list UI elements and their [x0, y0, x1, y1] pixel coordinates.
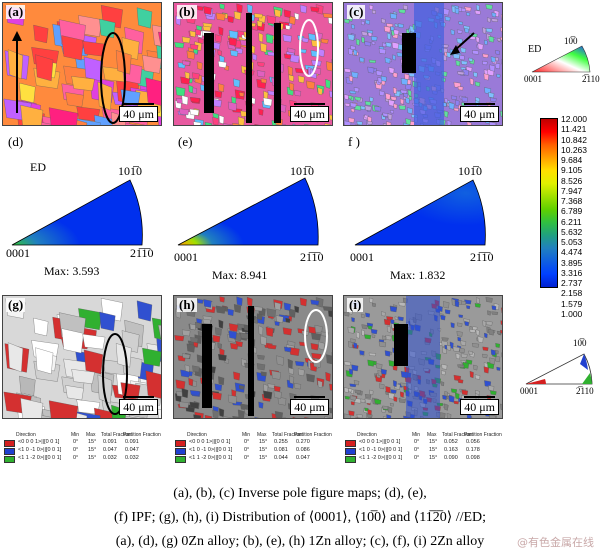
key-top-label: 10̅0: [564, 36, 578, 46]
scale-bar-i: 40 μm: [460, 396, 499, 415]
panel-label-f: f ): [348, 134, 360, 149]
grain-map-g: [3, 296, 161, 418]
panel-label-e: (e): [178, 134, 193, 149]
panel-label-g: (g): [6, 297, 26, 312]
table-row: <1 0 -1 0>||[0 0 1] 0° 15° 0.047 0.047: [4, 447, 151, 455]
scale-bar-c: 40 μm: [460, 103, 499, 122]
legend-swatch: [345, 456, 356, 463]
ipf-e-top-label: 101̅0: [290, 164, 314, 178]
grain-map-i: [344, 296, 502, 418]
scale-bar-h: 40 μm: [290, 396, 329, 415]
colorbar-tick-label: 5.632: [561, 226, 583, 237]
ipf-f-max: Max: 1.832: [390, 268, 446, 282]
table-row: <1 1 -2 0>||[0 0 1] 0° 15° 0.044 0.047: [175, 455, 322, 463]
watermark: @有色金属在线: [517, 536, 594, 549]
ipf-e-max: Max: 8.941: [212, 268, 268, 282]
colorbar-tick-label: 4.474: [561, 247, 583, 258]
colorbar-tick-label: 10.842: [561, 134, 587, 145]
ipf-d-right-label: 21̅1̅0: [130, 246, 154, 260]
ipf-intensity-plots: [11, 177, 486, 246]
caption-line-1: (a), (b), (c) Inverse pole figure maps; …: [173, 486, 427, 501]
table-row: <1 1 -2 0>||[0 0 1] 0° 15° 0.090 0.098: [345, 455, 492, 463]
colorbar-tick-label: 6.211: [561, 216, 582, 227]
key-right-label: 2̅110: [582, 74, 600, 84]
table-header: Direction Min Max Total Fraction Partition F…: [187, 432, 332, 438]
table-row: <0 0 0 1>||[0 0 1] 0° 15° 0.255 0.270: [175, 439, 322, 447]
caption-line-3: (a), (d), (g) 0Zn alloy; (b), (e), (h) 1…: [115, 534, 485, 549]
colorbar-tick-label: 1.000: [561, 308, 583, 319]
colorbar-tick-label: 9.105: [561, 165, 583, 176]
caption-line-2: (f) IPF; (g), (h), (i) Distribution of ⟨…: [113, 510, 487, 525]
colorbar-tick-label: 8.526: [561, 175, 583, 186]
ipf-d-ed-label: ED: [30, 160, 46, 174]
bottom-key-left-label: 0001: [520, 386, 538, 396]
legend-swatch: [175, 448, 186, 455]
ipf-e-left-label: 0001: [174, 250, 198, 264]
table-row: <1 0 -1 0>||[0 0 1] 0° 15° 0.081 0.086: [175, 447, 322, 455]
colorbar-tick-label: 7.947: [561, 185, 583, 196]
colorbar-tick-label: 9.684: [561, 155, 583, 165]
legend-swatch: [4, 448, 15, 455]
colorbar-tick-label: 10.263: [561, 144, 587, 155]
texture-table-g: Direction Min Max Total Fraction Partition F…: [4, 432, 161, 463]
texture-map-h: (h) 40 μm: [173, 295, 333, 419]
scale-bar-g: 40 μm: [119, 396, 158, 415]
colorbar-tick-label: 6.789: [561, 206, 583, 217]
key-ed-label: ED: [528, 44, 542, 55]
table-header: Direction Min Max Total Fraction Partition F…: [16, 432, 161, 438]
texture-map-i: (i) 40 μm: [343, 295, 503, 419]
colorbar-tick-labels: 12.000 11.421 10.842 10.263 9.684 9.105 8.526 7…: [561, 114, 587, 319]
colorbar-tick-label: 2.737: [561, 278, 583, 288]
scale-bar-b: 40 μm: [290, 103, 329, 122]
key-left-label: 0001: [524, 74, 542, 84]
colorbar-tick-label: 1.579: [561, 298, 583, 309]
panel-label-h: (h): [177, 297, 197, 312]
texture-table-i: Direction Min Max Total Fraction Partition F…: [345, 432, 502, 463]
table-row: <1 1 -2 0>||[0 0 1] 0° 15° 0.032 0.032: [4, 455, 151, 463]
legend-swatch: [175, 456, 186, 463]
colorbar-tick-label: 5.053: [561, 237, 583, 247]
ipf-map-b: (b) 40 μm: [173, 2, 333, 126]
table-row: <1 0 -1 0>||[0 0 1] 0° 15° 0.163 0.178: [345, 447, 492, 455]
ipf-f-right-label: 21̅1̅0: [470, 250, 494, 264]
ipf-f-top-label: 101̅0: [458, 164, 482, 178]
texture-table-h: Direction Min Max Total Fraction Partition F…: [175, 432, 332, 463]
ipf-d-left-label: 0001: [6, 246, 30, 260]
colorbar-tick-label: 2.158: [561, 288, 583, 299]
panel-label-a: (a): [6, 4, 26, 19]
intensity-colorbar: [540, 118, 558, 288]
bottom-key-top-label: 10̅0: [573, 338, 587, 348]
panel-label-c: (c): [347, 4, 366, 19]
colorbar-tick-label: 12.000: [561, 114, 587, 124]
scale-bar-a: 40 μm: [119, 103, 158, 122]
ipf-color-key: [531, 45, 591, 73]
table-row: <0 0 0 1>||[0 0 1] 0° 15° 0.052 0.056: [345, 439, 492, 447]
legend-swatch: [345, 440, 356, 447]
texture-color-key: [525, 353, 593, 385]
panel-label-b: (b): [177, 4, 197, 19]
panel-label-d: (d): [8, 134, 24, 149]
ipf-map-c: (c) 40 μm: [343, 2, 503, 126]
ipf-map-a: (a) 40 μm: [2, 2, 162, 126]
legend-swatch: [4, 440, 15, 447]
colorbar-tick-label: 3.316: [561, 267, 583, 278]
panel-label-i: (i): [347, 297, 364, 312]
colorbar-tick-label: 11.421: [561, 124, 587, 135]
ipf-d-top-label: 101̅0: [118, 164, 142, 178]
bottom-key-right-label: 2̅110: [576, 386, 594, 396]
texture-map-g: (g) 40 μm: [2, 295, 162, 419]
colorbar-tick-label: 7.368: [561, 196, 583, 206]
ipf-e-right-label: 21̅1̅0: [300, 250, 324, 264]
legend-swatch: [4, 456, 15, 463]
table-row: <0 0 0 1>||[0 0 1] 0° 15° 0.091 0.091: [4, 439, 151, 447]
colorbar-tick-label: 3.895: [561, 257, 583, 268]
ipf-f-left-label: 0001: [350, 250, 374, 264]
table-header: Direction Min Max Total Fraction Partition F…: [357, 432, 502, 438]
legend-swatch: [175, 440, 186, 447]
ipf-d-max: Max: 3.593: [44, 264, 100, 278]
legend-swatch: [345, 448, 356, 455]
